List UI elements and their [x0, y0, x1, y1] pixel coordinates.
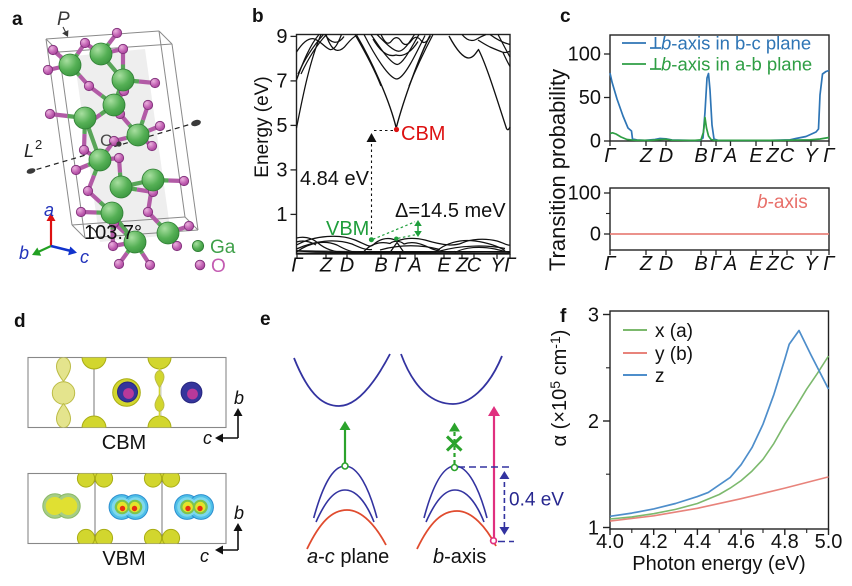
- svg-text:P: P: [57, 9, 70, 30]
- svg-text:E: E: [749, 253, 763, 275]
- svg-text:Γ: Γ: [604, 253, 617, 275]
- svg-text:Y: Y: [804, 145, 819, 167]
- svg-text:0: 0: [590, 224, 601, 246]
- svg-text:4.4: 4.4: [683, 531, 711, 553]
- svg-text:A: A: [407, 255, 421, 277]
- svg-text:0: 0: [590, 131, 601, 153]
- svg-text:3: 3: [588, 305, 599, 327]
- svg-text:1: 1: [276, 204, 287, 226]
- svg-text:b-axis: b-axis: [757, 192, 808, 213]
- svg-text:D: D: [659, 145, 673, 167]
- svg-text:x (a): x (a): [655, 321, 693, 342]
- svg-text:2: 2: [35, 137, 42, 152]
- svg-text:c: c: [203, 428, 212, 448]
- svg-text:C: C: [100, 131, 112, 150]
- svg-text:Γ: Γ: [504, 255, 517, 277]
- svg-text:B: B: [694, 253, 707, 275]
- svg-text:c: c: [560, 6, 571, 27]
- svg-text:B: B: [374, 255, 387, 277]
- svg-text:Z: Z: [639, 145, 653, 167]
- svg-text:Transition probability: Transition probability: [545, 69, 570, 271]
- svg-text:Z: Z: [639, 253, 653, 275]
- svg-text:A: A: [723, 253, 737, 275]
- svg-text:4.2: 4.2: [640, 531, 668, 553]
- svg-text:4.8: 4.8: [771, 531, 799, 553]
- svg-text:B: B: [694, 145, 707, 167]
- svg-text:b: b: [19, 243, 29, 263]
- svg-text:100: 100: [568, 44, 601, 66]
- svg-text:VBM: VBM: [102, 548, 145, 570]
- svg-text:E: E: [437, 255, 451, 277]
- svg-text:Y: Y: [804, 253, 819, 275]
- svg-text:b-axis: b-axis: [433, 546, 486, 568]
- svg-text:5.0: 5.0: [815, 531, 843, 553]
- svg-text:d: d: [14, 311, 26, 332]
- svg-text:C: C: [780, 145, 795, 167]
- svg-text:C: C: [467, 255, 482, 277]
- svg-text:b: b: [234, 388, 244, 408]
- svg-text:Z: Z: [765, 253, 779, 275]
- svg-text:VBM: VBM: [326, 218, 369, 240]
- svg-text:D: D: [340, 255, 354, 277]
- svg-text:5: 5: [276, 115, 287, 137]
- svg-text:Γ: Γ: [291, 255, 304, 277]
- svg-text:b-axis in a-b plane: b-axis in a-b plane: [661, 54, 812, 75]
- svg-text:1: 1: [588, 518, 599, 540]
- svg-text:z: z: [655, 366, 665, 387]
- svg-text:Z: Z: [765, 145, 779, 167]
- svg-text:c: c: [200, 546, 209, 566]
- svg-text:Energy (eV): Energy (eV): [252, 76, 273, 177]
- svg-text:100: 100: [568, 183, 601, 205]
- svg-text:CBM: CBM: [401, 123, 445, 145]
- svg-text:b: b: [252, 6, 264, 27]
- svg-text:2: 2: [588, 411, 599, 433]
- svg-text:4.6: 4.6: [727, 531, 755, 553]
- svg-text:E: E: [749, 145, 763, 167]
- svg-text:103.7°: 103.7°: [84, 222, 142, 244]
- svg-text:Γ: Γ: [710, 145, 723, 167]
- svg-text:D: D: [659, 253, 673, 275]
- svg-text:a: a: [44, 200, 54, 220]
- svg-text:Γ: Γ: [823, 145, 836, 167]
- svg-text:7: 7: [276, 70, 287, 92]
- svg-text:b: b: [234, 503, 244, 523]
- svg-text:Ga: Ga: [210, 237, 236, 258]
- svg-text:Y: Y: [490, 255, 505, 277]
- svg-text:L: L: [24, 141, 34, 161]
- svg-text:4.0: 4.0: [596, 531, 624, 553]
- svg-text:9: 9: [276, 26, 287, 48]
- svg-text:a: a: [12, 9, 23, 30]
- svg-text:50: 50: [579, 87, 601, 109]
- svg-text:Z: Z: [319, 255, 333, 277]
- svg-text:A: A: [723, 145, 737, 167]
- svg-text:3: 3: [276, 159, 287, 181]
- svg-text:f: f: [560, 306, 567, 327]
- svg-text:O: O: [211, 256, 226, 277]
- svg-text:C: C: [780, 253, 795, 275]
- svg-text:CBM: CBM: [102, 432, 146, 454]
- svg-text:a-c plane: a-c plane: [307, 546, 389, 568]
- svg-text:e: e: [260, 309, 271, 330]
- svg-text:y (b): y (b): [655, 344, 693, 365]
- svg-text:Γ: Γ: [394, 255, 407, 277]
- svg-text:Z: Z: [455, 255, 469, 277]
- svg-text:Δ=14.5 meV: Δ=14.5 meV: [395, 200, 506, 222]
- svg-text:c: c: [80, 247, 89, 267]
- svg-text:Photon energy (eV): Photon energy (eV): [632, 553, 805, 575]
- svg-text:Γ: Γ: [604, 145, 617, 167]
- svg-text:Γ: Γ: [710, 253, 723, 275]
- svg-text:4.84 eV: 4.84 eV: [300, 168, 370, 190]
- svg-text:b-axis in b-c plane: b-axis in b-c plane: [661, 33, 811, 54]
- svg-text:0.4 eV: 0.4 eV: [509, 490, 564, 511]
- svg-text:Γ: Γ: [823, 253, 836, 275]
